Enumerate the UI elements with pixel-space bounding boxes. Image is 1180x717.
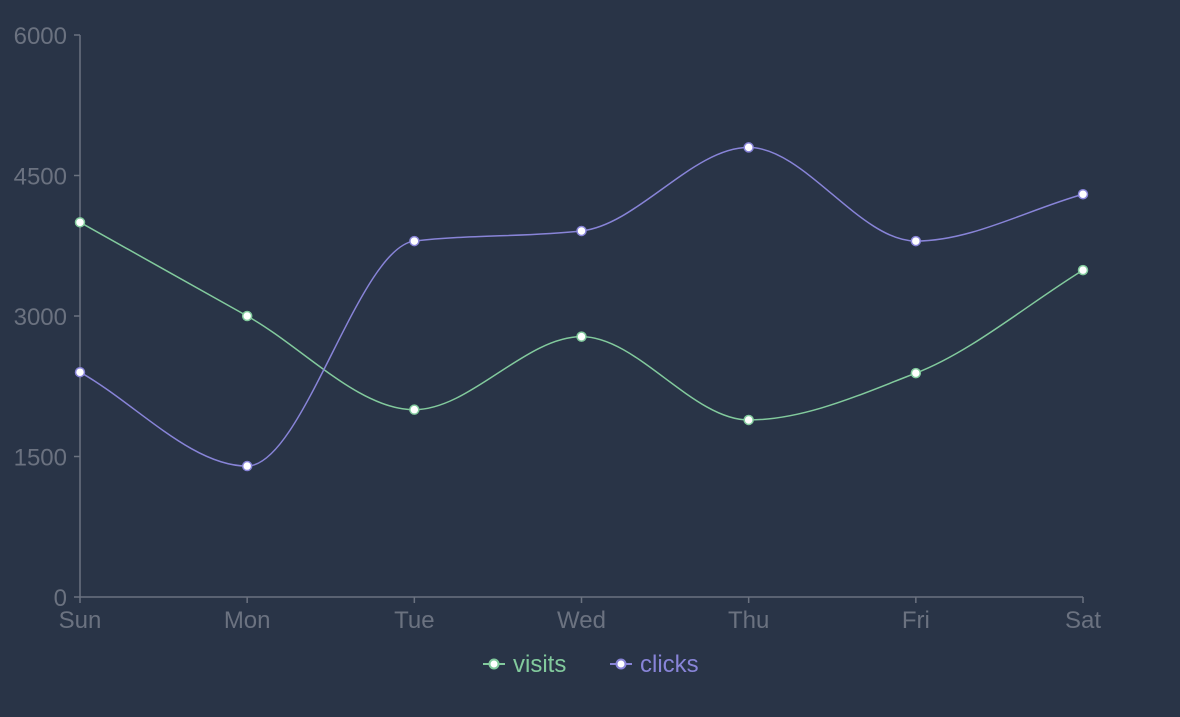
data-point-visits[interactable] bbox=[1077, 264, 1089, 276]
x-tick-label: Tue bbox=[394, 607, 434, 634]
x-tick-label: Wed bbox=[557, 607, 606, 634]
x-tick-label: Thu bbox=[728, 607, 769, 634]
data-point-visits[interactable] bbox=[409, 404, 420, 415]
legend-marker-icon bbox=[615, 658, 627, 670]
y-tick-label: 6000 bbox=[14, 23, 67, 50]
legend-item-visits[interactable]: visits bbox=[483, 651, 566, 678]
data-point-clicks[interactable] bbox=[576, 225, 587, 237]
y-tick-label: 1500 bbox=[14, 445, 67, 472]
series-lines bbox=[79, 146, 1084, 467]
data-point-visits[interactable] bbox=[74, 217, 86, 228]
legend-label: visits bbox=[513, 651, 566, 678]
series-points bbox=[74, 142, 1089, 472]
legend-marker-icon bbox=[488, 658, 500, 670]
x-tick-label: Fri bbox=[902, 607, 930, 634]
y-tick-label: 0 bbox=[54, 585, 67, 612]
data-point-clicks[interactable] bbox=[743, 142, 754, 153]
data-point-visits[interactable] bbox=[910, 367, 922, 379]
legend: visits clicks bbox=[483, 651, 699, 678]
data-point-clicks[interactable] bbox=[409, 235, 420, 247]
data-point-clicks[interactable] bbox=[1077, 188, 1089, 200]
x-tick-label: Sat bbox=[1065, 607, 1101, 634]
data-point-clicks[interactable] bbox=[910, 235, 922, 247]
data-point-visits[interactable] bbox=[576, 331, 587, 342]
series-line-visits bbox=[79, 221, 1084, 421]
data-point-visits[interactable] bbox=[743, 414, 754, 426]
y-tick-label: 4500 bbox=[14, 164, 67, 191]
x-tick-label: Mon bbox=[224, 607, 271, 634]
data-point-clicks[interactable] bbox=[241, 460, 253, 472]
data-point-clicks[interactable] bbox=[74, 366, 86, 378]
legend-label: clicks bbox=[640, 651, 699, 678]
data-point-visits[interactable] bbox=[241, 310, 253, 322]
y-tick-label: 3000 bbox=[14, 304, 67, 331]
legend-item-clicks[interactable]: clicks bbox=[610, 651, 699, 678]
x-tick-label: Sun bbox=[59, 607, 102, 634]
